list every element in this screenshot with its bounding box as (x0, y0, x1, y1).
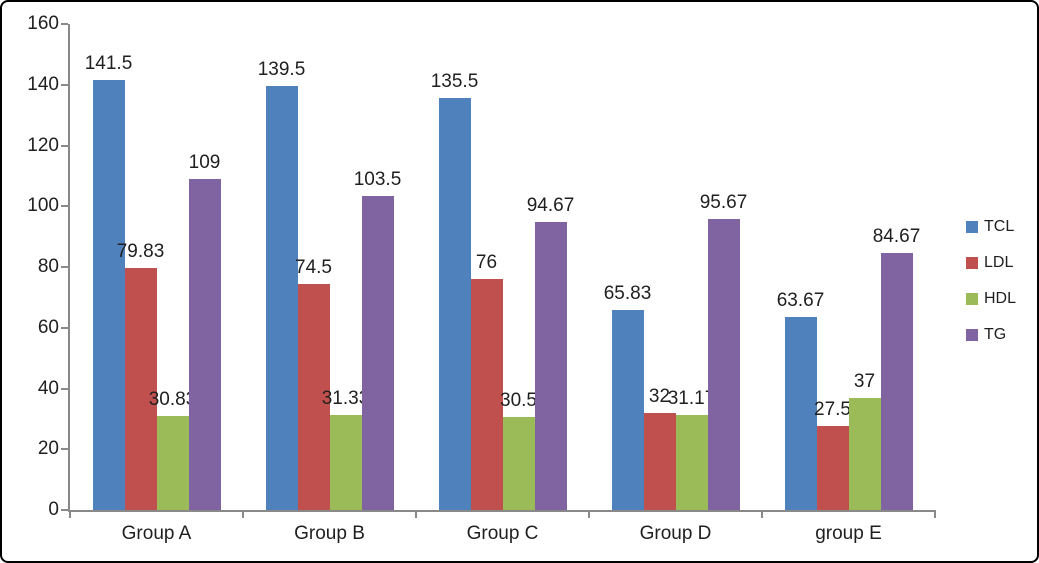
bar-tcl-group-e (784, 316, 817, 510)
y-tick-mark (61, 448, 68, 451)
x-tick-mark (761, 510, 763, 518)
bar-ldl-group-b (297, 283, 330, 510)
data-label-ldl-group-d: 32 (648, 385, 671, 407)
x-category-label: Group D (639, 523, 712, 544)
data-label-hdl-group-b: 31.33 (321, 387, 370, 409)
data-label-tg-group-a: 109 (188, 151, 221, 173)
data-label-tg-group-c: 94.67 (526, 195, 575, 217)
data-label-hdl-group-d: 31.17 (667, 388, 716, 410)
data-label-tcl-group-e: 63.67 (776, 289, 825, 311)
x-category-label: Group B (294, 523, 365, 544)
y-tick-mark (61, 83, 68, 86)
x-tick-mark (242, 510, 244, 518)
data-label-tg-group-b: 103.5 (353, 168, 402, 190)
legend-item-hdl: HDL (966, 290, 1017, 307)
bar-ldl-group-d (643, 412, 676, 510)
y-tick-mark (61, 509, 68, 511)
y-tick-mark (61, 144, 68, 147)
legend: TCL LDL HDL TG (966, 218, 1017, 363)
data-label-ldl-group-a: 79.83 (116, 240, 165, 262)
data-label-tcl-group-d: 65.83 (603, 283, 652, 305)
bar-tcl-group-a (92, 80, 125, 510)
bar-tg-group-e (880, 252, 913, 510)
y-tick-mark (61, 266, 68, 268)
data-label-tcl-group-b: 139.5 (257, 59, 306, 81)
data-label-ldl-group-b: 74.5 (295, 256, 332, 278)
y-tick-label: 100 (27, 195, 59, 217)
bar-tg-group-b (361, 195, 394, 510)
bar-tcl-group-d (611, 310, 644, 510)
x-category-label: Group A (121, 523, 192, 544)
legend-label-tg: TG (984, 326, 1007, 343)
x-tick-mark (415, 510, 417, 518)
legend-item-ldl: LDL (966, 254, 1016, 271)
x-category-label: Group C (466, 523, 539, 544)
legend-swatch-ldl (966, 257, 978, 269)
y-tick-label: 120 (27, 134, 59, 156)
legend-item-tcl: TCL (966, 218, 1016, 235)
bar-ldl-group-e (816, 426, 849, 510)
bar-hdl-group-a (156, 416, 189, 510)
data-label-hdl-group-c: 30.5 (500, 390, 537, 412)
legend-label-tcl: TCL (984, 218, 1015, 235)
bar-hdl-group-b (329, 414, 362, 510)
legend-label-hdl: HDL (984, 290, 1017, 307)
data-label-tg-group-d: 95.67 (699, 192, 748, 214)
bar-ldl-group-c (470, 279, 503, 510)
y-tick-label: 0 (48, 499, 59, 520)
y-tick-mark (61, 205, 68, 208)
data-label-hdl-group-e: 37 (853, 370, 876, 392)
legend-item-tg: TG (966, 326, 1016, 343)
y-tick-label: 20 (37, 438, 59, 460)
legend-swatch-tg (966, 329, 978, 341)
bar-hdl-group-c (502, 417, 535, 510)
data-label-ldl-group-c: 76 (475, 252, 498, 274)
bar-tg-group-d (707, 219, 740, 510)
y-axis-line (68, 24, 70, 512)
x-tick-mark (69, 510, 71, 518)
y-tick-label: 160 (27, 13, 59, 34)
legend-label-ldl: LDL (984, 254, 1014, 271)
data-label-ldl-group-e: 27.5 (814, 399, 851, 421)
bar-hdl-group-d (675, 415, 708, 510)
y-tick-label: 60 (37, 316, 59, 338)
legend-swatch-hdl (966, 293, 978, 305)
bar-ldl-group-a (124, 267, 157, 510)
bar-tcl-group-b (265, 86, 298, 510)
data-label-tcl-group-a: 141.5 (84, 53, 133, 75)
data-label-tcl-group-c: 135.5 (430, 71, 479, 93)
x-axis-line (68, 510, 935, 512)
bar-tcl-group-c (438, 98, 471, 510)
data-label-tg-group-e: 84.67 (872, 225, 921, 247)
y-tick-mark (61, 23, 68, 25)
x-category-label: group E (815, 523, 882, 544)
data-label-hdl-group-a: 30.83 (148, 389, 197, 411)
x-tick-mark (588, 510, 590, 518)
y-tick-label: 80 (37, 256, 59, 277)
bar-hdl-group-e (848, 397, 881, 510)
y-tick-label: 40 (37, 377, 59, 399)
x-tick-mark (934, 510, 936, 518)
y-tick-mark (61, 326, 68, 329)
bar-tg-group-c (534, 222, 567, 510)
y-tick-mark (61, 387, 68, 390)
y-tick-label: 140 (27, 73, 59, 95)
bar-tg-group-a (188, 178, 221, 510)
legend-swatch-tcl (966, 221, 978, 233)
